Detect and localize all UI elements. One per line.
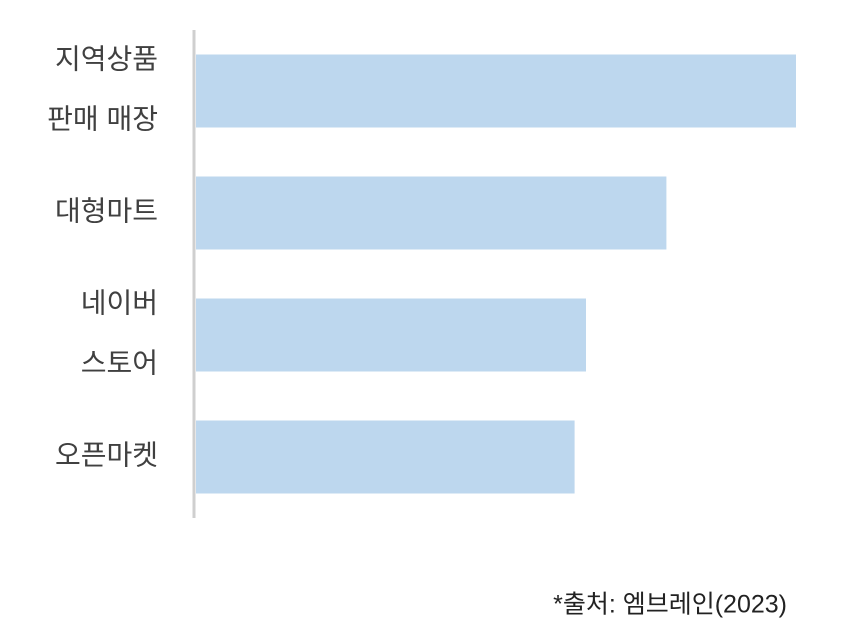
bar — [196, 176, 667, 250]
y-tick-label: 대형마트 — [55, 195, 158, 226]
y-tick-label: 스토어 — [81, 347, 158, 378]
y-tick-label: 판매 매장 — [47, 103, 158, 134]
bar — [196, 420, 575, 494]
y-tick-label: 오픈마켓 — [55, 439, 158, 470]
source-note: *출처: 엠브레인(2023) — [553, 591, 787, 619]
y-tick-label: 지역상품 — [55, 43, 158, 74]
bar — [196, 54, 796, 128]
bar — [196, 298, 586, 372]
y-tick-label: 네이버 — [81, 287, 158, 318]
